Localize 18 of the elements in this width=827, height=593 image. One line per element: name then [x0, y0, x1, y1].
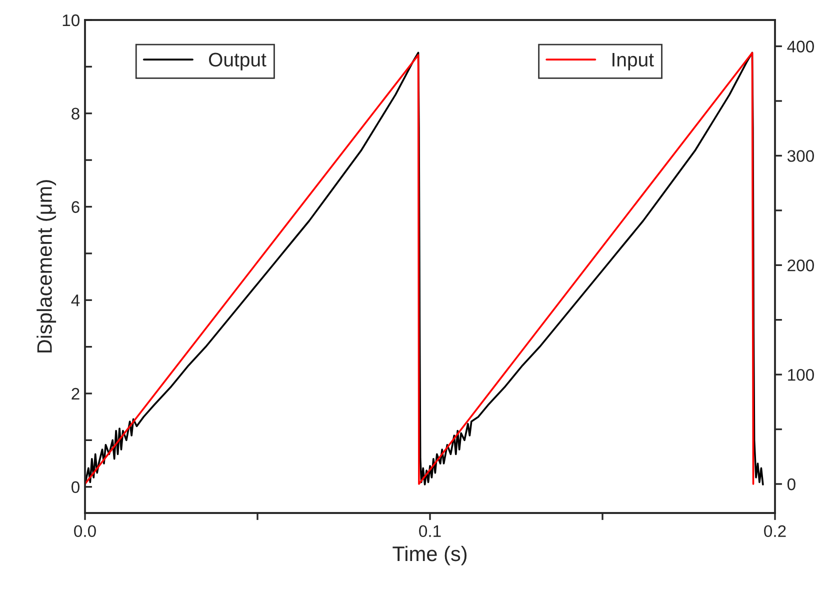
- y2-tick-label: 300: [787, 150, 814, 162]
- y-axis-title: Displacement (μm): [36, 180, 56, 352]
- y2-tick-label: 400: [787, 40, 814, 52]
- y2-tick-label: 0: [787, 478, 796, 490]
- x-tick-label: 0.0: [74, 525, 96, 538]
- x-tick-label: 0.2: [764, 525, 786, 538]
- x-axis-title: Time (s): [392, 546, 467, 566]
- y-tick-label: 4: [71, 294, 80, 306]
- y2-tick-label: 200: [788, 260, 814, 272]
- legend-label: Output: [208, 52, 266, 70]
- y-tick-label: 2: [72, 388, 80, 400]
- y2-tick-label: 100: [788, 368, 814, 381]
- y-tick-label: 10: [62, 14, 80, 26]
- x-tick-label: 0.1: [419, 525, 441, 538]
- y-tick-label: 0: [72, 481, 80, 494]
- legend-label: Input: [612, 53, 654, 70]
- y-tick-label: 8: [72, 108, 80, 120]
- y-tick-label: 6: [72, 201, 80, 213]
